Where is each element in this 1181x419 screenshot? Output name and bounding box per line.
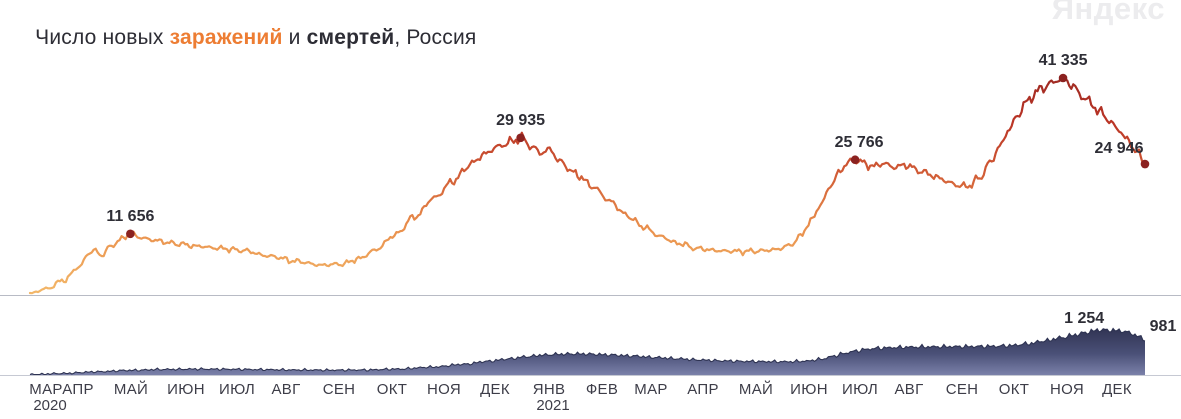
axis-month-label: СЕН: [322, 381, 356, 398]
axis-month-label: ИЮН: [790, 381, 828, 398]
infections-line: [28, 75, 1147, 295]
title-suffix: , Россия: [394, 26, 477, 49]
peak-dot: [126, 229, 135, 239]
axis-month-label: ИЮЛ: [841, 381, 879, 398]
axis-month-label: МАР: [29, 381, 63, 398]
title-prefix: Число новых: [35, 26, 170, 49]
axis-month-label: АПР: [62, 381, 94, 398]
title-deaths-word: смертей: [306, 26, 395, 49]
axis-month-label: ОКТ: [376, 381, 408, 398]
axis-month-label: ОКТ: [998, 381, 1030, 398]
peak-dot: [1058, 73, 1068, 83]
axis-month-label: НОЯ: [427, 381, 461, 398]
axis-month-label: ДЕК: [1102, 381, 1132, 398]
peak-value-label: 981: [1149, 317, 1177, 335]
axis-month-label: МАР: [634, 381, 668, 398]
title-infections-word: заражений: [169, 26, 283, 49]
peak-dot: [1140, 159, 1150, 169]
peak-dots: [126, 73, 1150, 239]
peak-value-label: 11 656: [106, 207, 155, 225]
peak-dot: [850, 155, 860, 165]
peak-value-label: 25 766: [834, 133, 884, 151]
peak-value-label: 41 335: [1038, 52, 1088, 69]
axis-month-label: АВГ: [894, 381, 924, 398]
axis-year-label: 2020: [33, 397, 67, 414]
axis-month-label: ФЕВ: [585, 381, 619, 398]
axis-month-label: СЕН: [945, 381, 979, 398]
peak-value-label: 24 946: [1094, 140, 1144, 158]
yandex-logo[interactable]: Яндекс: [1051, 0, 1165, 26]
axis-year-label: 2021: [536, 397, 570, 414]
peak-value-label: 29 935: [496, 111, 546, 129]
peak-dot: [516, 133, 525, 143]
title-middle: и: [282, 26, 307, 49]
axis-month-label: ЯНВ: [532, 381, 566, 398]
axis-month-label: МАЙ: [738, 381, 774, 398]
axis-month-label: АВГ: [271, 381, 301, 398]
axis-month-label: МАЙ: [113, 381, 149, 398]
chart-title: Число новых заражений и смертей, Россия: [11, 2, 476, 74]
axis-month-label: ИЮН: [167, 381, 205, 398]
deaths-area-edge: [29, 327, 1146, 376]
axis-month-label: ИЮЛ: [218, 381, 256, 398]
axis-month-label: АПР: [687, 381, 719, 398]
axis-month-label: ДЕК: [480, 381, 510, 398]
axis-month-label: НОЯ: [1050, 381, 1084, 398]
peak-value-label: 1 254: [1064, 310, 1105, 327]
deaths-area: [30, 328, 1145, 375]
